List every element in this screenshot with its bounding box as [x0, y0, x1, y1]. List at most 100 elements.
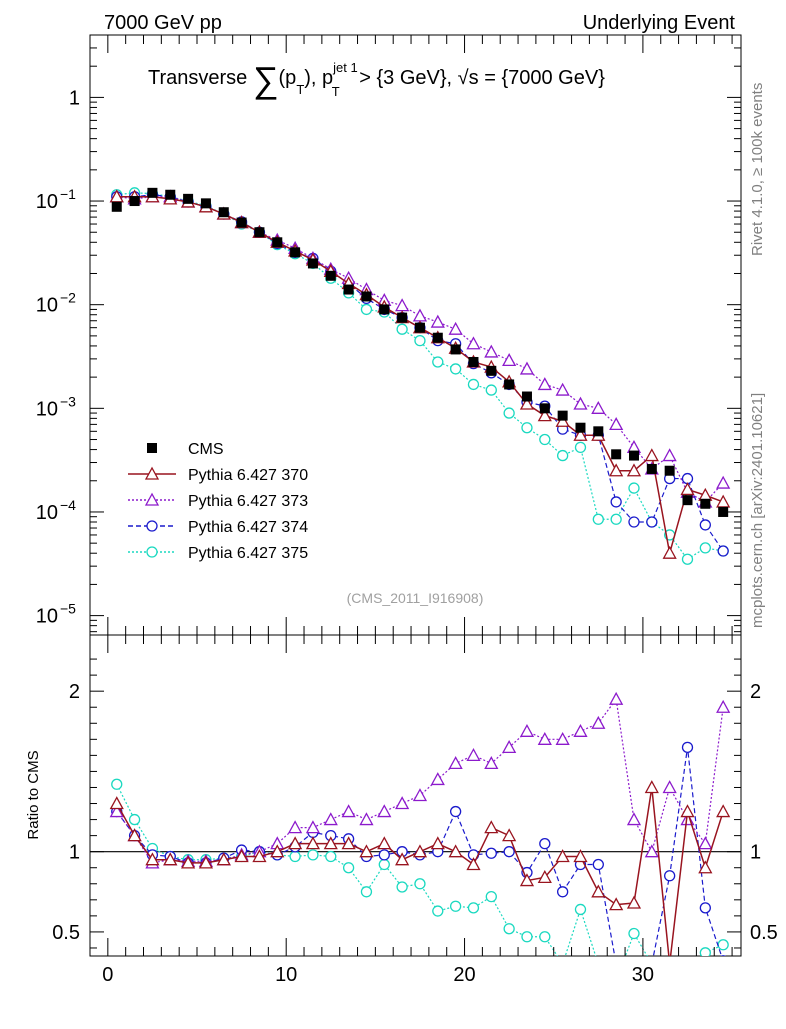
ratio-point-pythia-6-427-375 [699, 947, 711, 956]
main-x-ticks [107, 35, 733, 635]
legend-label: Pythia 6.427 375 [188, 545, 308, 562]
data-point-pythia-6-427-375 [574, 441, 587, 454]
data-point-cms [200, 198, 211, 209]
ratio-point-pythia-6-427-375 [396, 881, 408, 893]
ratio-point-pythia-6-427-370 [519, 873, 535, 887]
ratio-point-pythia-6-427-370 [127, 828, 142, 842]
ratio-point-pythia-6-427-375 [593, 959, 603, 969]
data-point-cms [414, 322, 425, 333]
ratio-y-tick-label: 2 [69, 681, 80, 703]
ratio-point-pythia-6-427-375 [558, 959, 568, 969]
legend-label: Pythia 6.427 370 [188, 467, 308, 484]
data-point-pythia-6-427-375 [699, 542, 711, 554]
data-point-pythia-6-427-375 [360, 303, 373, 316]
data-point-pythia-6-427-373 [395, 298, 410, 312]
ratio-point-pythia-6-427-370 [341, 836, 356, 850]
ratio-point-pythia-6-427-374 [378, 849, 390, 861]
ratio-point-pythia-6-427-370 [109, 796, 124, 810]
data-point-pythia-6-427-373 [430, 314, 445, 328]
data-point-pythia-6-427-374 [646, 516, 658, 528]
data-point-cms [290, 247, 301, 258]
data-point-cms [307, 258, 318, 269]
y-tick-label: 10 [36, 295, 58, 317]
data-point-pythia-6-427-370 [716, 494, 731, 508]
ratio-point-pythia-6-427-375 [682, 967, 692, 977]
ratio-point-pythia-6-427-370 [198, 855, 214, 869]
ratio-point-pythia-6-427-374 [592, 858, 604, 871]
header-process-label: Underlying Event [583, 12, 736, 34]
ratio-panel: 0.5 0.5 1 1 2 2 0 10 20 30 Ratio to CMS [25, 634, 778, 986]
x-tick-label: 10 [275, 964, 297, 986]
ratio-point-pythia-6-427-375 [539, 931, 551, 943]
data-point-cms [111, 201, 122, 212]
data-point-pythia-6-427-373 [466, 336, 481, 350]
data-point-cms [254, 227, 265, 238]
data-point-pythia-6-427-370 [662, 545, 677, 559]
data-point-cms [218, 207, 229, 218]
ratio-point-pythia-6-427-370 [573, 849, 588, 863]
ratio-y-label: Ratio to CMS [25, 750, 42, 839]
ratio-point-pythia-6-427-374 [699, 902, 711, 914]
data-point-cms [486, 365, 497, 376]
data-point-pythia-6-427-375 [396, 323, 408, 335]
data-point-cms [504, 379, 515, 390]
data-point-cms [361, 291, 372, 302]
y-tick-exponent: −3 [60, 393, 76, 409]
ratio-point-pythia-6-427-370 [716, 804, 731, 818]
ratio-point-pythia-6-427-373 [109, 804, 124, 818]
ratio-point-pythia-6-427-373 [662, 780, 677, 794]
mcplots-label: mcplots.cern.ch [arXiv:2401.10621] [749, 393, 766, 628]
ratio-point-pythia-6-427-370 [698, 860, 713, 874]
ratio-point-pythia-6-427-373 [305, 820, 321, 834]
data-point-pythia-6-427-370 [109, 189, 124, 203]
data-point-pythia-6-427-375 [539, 433, 551, 446]
ratio-plot-frame [89, 634, 742, 957]
data-point-pythia-6-427-375 [503, 407, 515, 419]
data-point-cms [236, 217, 247, 228]
data-point-pythia-6-427-370 [537, 408, 552, 422]
ratio-point-pythia-6-427-374 [720, 955, 727, 956]
y-tick-label: 10 [36, 606, 58, 628]
data-point-cms [593, 426, 604, 437]
ratio-point-pythia-6-427-374 [449, 805, 462, 818]
data-point-pythia-6-427-370 [573, 427, 588, 441]
data-point-pythia-6-427-375 [485, 384, 497, 396]
legend-label: Pythia 6.427 373 [188, 493, 308, 510]
rivet-version-label: Rivet 4.1.0, ≥ 100k events [749, 83, 766, 256]
ratio-point-pythia-6-427-373 [555, 731, 570, 745]
ratio-point-pythia-6-427-370 [466, 857, 481, 871]
data-point-cms [397, 312, 408, 323]
data-point-pythia-6-427-375 [681, 553, 694, 565]
data-point-pythia-6-427-375 [414, 334, 426, 347]
data-point-cms [325, 270, 336, 281]
legend-marker-pythia-6-427-374 [146, 520, 158, 532]
data-point-cms [628, 450, 639, 461]
data-point-pythia-6-427-375 [592, 513, 604, 525]
data-point-cms [129, 196, 140, 207]
main-y-axis: 110−110−210−310−410−5 [36, 34, 741, 633]
ratio-point-pythia-6-427-370 [664, 958, 676, 969]
ratio-point-pythia-6-427-373 [609, 691, 624, 705]
ratio-series-group [90, 691, 741, 985]
ratio-point-pythia-6-427-370 [145, 852, 160, 866]
y-tick-label: 10 [36, 502, 58, 524]
data-point-cms [183, 193, 194, 204]
data-point-pythia-6-427-375 [628, 482, 640, 494]
analysis-watermark: (CMS_2011_I916908) [347, 590, 484, 606]
data-point-cms [468, 356, 479, 367]
ratio-y-axis: 0.5 0.5 1 1 2 2 [52, 658, 778, 949]
ratio-point-pythia-6-427-373 [573, 723, 588, 737]
data-point-pythia-6-427-373 [484, 344, 499, 358]
data-point-cms [682, 495, 693, 506]
ratio-point-pythia-6-427-375 [111, 778, 123, 790]
ratio-point-pythia-6-427-370 [163, 852, 178, 866]
ratio-point-pythia-6-427-370 [270, 844, 285, 858]
ratio-point-pythia-6-427-375 [378, 858, 390, 871]
data-point-pythia-6-427-370 [626, 463, 642, 477]
ratio-point-pythia-6-427-375 [665, 975, 675, 985]
ratio-point-pythia-6-427-370 [216, 852, 231, 866]
ratio-point-pythia-6-427-373 [323, 812, 338, 826]
legend-marker-pythia-6-427-375 [146, 546, 158, 558]
ratio-point-pythia-6-427-374 [664, 870, 676, 882]
data-point-pythia-6-427-373 [662, 448, 677, 462]
